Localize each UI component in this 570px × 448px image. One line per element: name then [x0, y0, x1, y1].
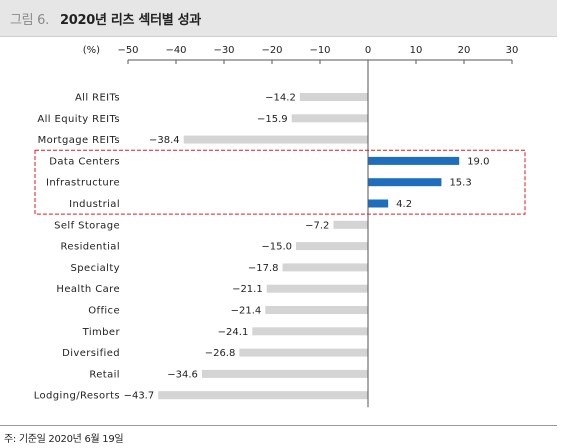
- value-label: 19.0: [467, 156, 489, 167]
- category-label: Diversified: [62, 348, 120, 359]
- category-label: Residential: [61, 242, 120, 253]
- value-label: −43.7: [124, 391, 155, 402]
- value-label: −38.4: [149, 135, 180, 146]
- value-label: −21.1: [232, 284, 263, 295]
- value-label: −21.4: [231, 306, 262, 317]
- bar-all-equity-reits: [291, 114, 368, 123]
- category-label: Lodging/Resorts: [34, 391, 120, 402]
- bar-data-centers: [368, 156, 460, 165]
- value-label: −15.0: [261, 242, 292, 253]
- x-tick-label: −30: [213, 45, 234, 56]
- bar-timber: [252, 327, 368, 336]
- x-tick-label: 0: [365, 45, 371, 56]
- category-label: All REITs: [75, 93, 120, 104]
- value-label: 15.3: [449, 178, 471, 189]
- category-label: Timber: [82, 327, 121, 338]
- bar-industrial: [368, 199, 389, 208]
- unit-label: (%): [83, 45, 100, 56]
- category-label: Industrial: [69, 199, 120, 210]
- footer-rule: [0, 425, 557, 426]
- value-label: −34.6: [167, 369, 198, 380]
- category-label: Office: [88, 306, 120, 317]
- bar-retail: [201, 369, 368, 378]
- x-tick-label: −10: [309, 45, 330, 56]
- x-tick-label: −40: [165, 45, 186, 56]
- value-label: −17.8: [248, 263, 279, 274]
- bar-diversified: [239, 348, 368, 357]
- category-label: Health Care: [56, 284, 120, 295]
- bar-residential: [296, 242, 368, 251]
- value-label: −15.9: [257, 114, 288, 125]
- bar-mortgage-reits: [183, 135, 368, 144]
- x-tick-label: −20: [261, 45, 282, 56]
- x-tick-label: 10: [410, 45, 423, 56]
- category-label: Infrastructure: [46, 178, 120, 189]
- figure-title: 2020년 리츠 섹터별 성과: [60, 13, 201, 28]
- value-label: −24.1: [218, 327, 249, 338]
- figure-label: 그림 6.: [10, 13, 49, 28]
- bar-all-reits: [299, 93, 368, 101]
- x-tick-label: 30: [506, 45, 519, 56]
- category-label: Data Centers: [49, 156, 120, 167]
- value-label: 4.2: [396, 199, 412, 210]
- category-label: Mortgage REITs: [38, 135, 120, 146]
- bar-health-care: [266, 284, 368, 293]
- value-label: −26.8: [205, 348, 236, 359]
- highlight-box: [34, 149, 526, 215]
- reit-sector-bar-chart: (%) −50 −40 −30 −20 −10 0 10 20 30 All REITs −14.2 A…: [34, 45, 526, 408]
- bar-infrastructure: [368, 178, 442, 187]
- bar-lodging-resorts: [158, 391, 368, 400]
- title-bar: 그림 6. 2020년 리츠 섹터별 성과: [0, 0, 557, 37]
- value-label: −14.2: [265, 93, 296, 104]
- bar-specialty: [282, 263, 368, 272]
- category-label: Retail: [89, 369, 120, 380]
- bar-office: [265, 306, 368, 314]
- x-tick-label: −50: [117, 45, 138, 56]
- footnote: 주: 기준일 2020년 6월 19일: [4, 434, 124, 445]
- category-label: Self Storage: [54, 220, 120, 231]
- value-label: −7.2: [305, 220, 329, 231]
- bar-self-storage: [333, 220, 368, 229]
- category-label: Specialty: [71, 263, 120, 274]
- category-label: All Equity REITs: [37, 114, 120, 125]
- x-tick-label: 20: [458, 45, 471, 56]
